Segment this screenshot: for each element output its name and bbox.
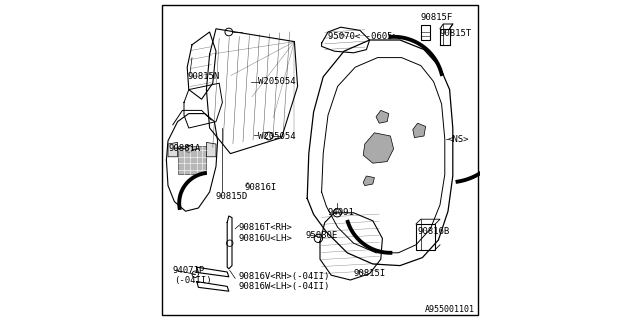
Text: W205054: W205054 [258,132,295,140]
Polygon shape [364,133,394,163]
Text: 94071P: 94071P [172,266,204,275]
Text: 90816I: 90816I [245,183,277,192]
Polygon shape [413,123,426,138]
Text: 94091: 94091 [328,208,355,217]
Text: 90815F: 90815F [421,13,453,22]
Polygon shape [376,110,388,123]
Text: 90816V<RH>(-04II): 90816V<RH>(-04II) [239,272,330,281]
Text: W205054: W205054 [258,77,295,86]
Text: 90816W<LH>(-04II): 90816W<LH>(-04II) [239,282,330,291]
Text: 90815N: 90815N [187,72,220,81]
Text: 95070< -0605>: 95070< -0605> [328,32,398,41]
Text: A955001101: A955001101 [425,305,475,314]
Text: 95080E: 95080E [306,231,338,240]
Bar [416,224,435,250]
Text: <NS>: <NS> [448,135,470,144]
Polygon shape [178,146,206,174]
Text: 90816T<RH>: 90816T<RH> [239,223,292,232]
Text: 90815T: 90815T [440,29,472,38]
Text: 90815D: 90815D [216,192,248,201]
Polygon shape [168,142,178,157]
Text: 90881A: 90881A [169,144,201,153]
Text: 90816U<LH>: 90816U<LH> [239,234,292,243]
Polygon shape [364,176,374,186]
Polygon shape [206,142,216,157]
Bar [421,25,430,40]
Text: (-04II): (-04II) [174,276,212,284]
Text: 90816B: 90816B [418,228,450,236]
Text: 90815I: 90815I [354,269,386,278]
